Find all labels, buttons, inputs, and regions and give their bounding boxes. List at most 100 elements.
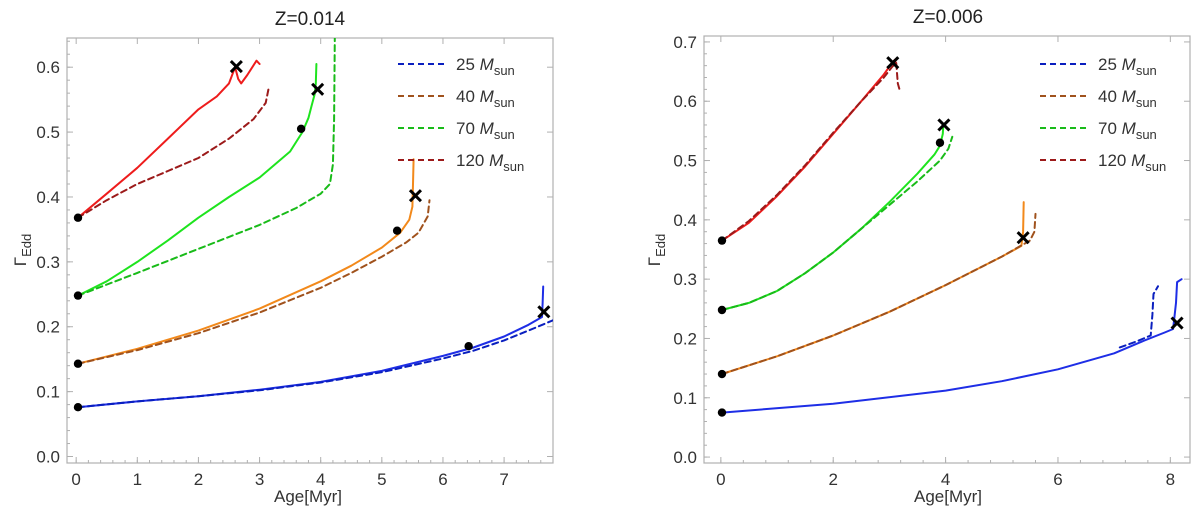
y-tick-label: 0.4 [673, 211, 697, 230]
y-axis-label-sub: Edd [653, 234, 668, 257]
x-tick-label: 4 [941, 470, 950, 489]
legend-unit: M [480, 87, 495, 106]
chart-title: Z=0.006 [913, 7, 983, 28]
legend-label: 25 Msun [456, 55, 515, 78]
marker-dot [717, 305, 727, 315]
y-tick-label: 0.2 [673, 329, 697, 348]
marker-cross [937, 118, 951, 132]
legend-unit-sub: sun [494, 95, 515, 110]
y-axis-label-sub: Edd [19, 234, 34, 257]
x-axis-label: Age[Myr] [274, 487, 342, 506]
marker-dot [717, 236, 727, 245]
series-line [77, 319, 553, 409]
series-line [77, 38, 336, 297]
marker-dot [296, 124, 306, 134]
legend-label: 40 Msun [456, 87, 515, 110]
legend-mass: 70 [1098, 119, 1122, 138]
y-tick-label: 0.5 [36, 123, 60, 142]
series-line [77, 63, 318, 297]
x-tick-label: 5 [377, 470, 386, 489]
marker-dot [717, 408, 727, 417]
chart-panel-z0014: Z=0.014 0 1 2 3 4 5 6 7 0.0 0.1 0.2 0.3 0.4 0.5 0.6 Age[… [11, 9, 554, 506]
series-line [1118, 285, 1159, 349]
legend-label: 70 Msun [1098, 119, 1157, 142]
legend-unit: M [1122, 55, 1137, 74]
marker-dot [73, 213, 83, 222]
marker-cross [408, 189, 423, 203]
x-tick-label: 7 [499, 470, 508, 489]
legend-mass: 70 [456, 119, 480, 138]
y-axis-label-main: Γ [11, 257, 30, 266]
legend-unit: M [1122, 119, 1137, 138]
legend-mass: 120 [1098, 151, 1131, 170]
series-line [721, 212, 1037, 375]
series-line [721, 278, 1183, 414]
legend-label: 120 Msun [456, 151, 524, 174]
marker-dot [73, 402, 83, 412]
marker-dot [73, 359, 83, 368]
legend-mass: 25 [456, 55, 480, 74]
series-line [721, 61, 901, 242]
marker-cross [1170, 316, 1184, 330]
x-tick-label: 0 [716, 470, 725, 489]
y-tick-label: 0.7 [673, 33, 697, 52]
x-tick-label: 2 [828, 470, 837, 489]
x-tick-label: 2 [194, 470, 203, 489]
y-axis-label: ΓEdd [11, 234, 34, 267]
legend-label: 70 Msun [456, 119, 515, 142]
marker-dot [717, 369, 727, 379]
y-tick-label: 0.1 [36, 383, 60, 402]
legend-mass: 120 [456, 151, 489, 170]
chart-panel-z0006: Z=0.006 0 2 4 6 8 0.0 0.1 0.2 0.3 0.4 0.5 0.6 0.7 Age[… [645, 7, 1191, 506]
y-tick-label: 0.3 [36, 253, 60, 272]
legend-unit: M [480, 119, 495, 138]
legend-mass: 25 [1098, 55, 1122, 74]
y-tick-label: 0.2 [36, 318, 60, 337]
legend-unit-sub: sun [1136, 127, 1157, 142]
legend-unit: M [480, 55, 495, 74]
series-group [721, 58, 1183, 414]
legend-unit-sub: sun [1136, 63, 1157, 78]
legend-label: 120 Msun [1098, 151, 1166, 174]
legend-unit-sub: sun [494, 127, 515, 142]
series-line [721, 201, 1025, 375]
marker-cross [1016, 231, 1030, 245]
x-tick-label: 6 [1053, 470, 1062, 489]
legend-label: 25 Msun [1098, 55, 1157, 78]
y-tick-label: 0.1 [673, 389, 697, 408]
series-line [77, 87, 270, 219]
x-tick-label: 1 [133, 470, 142, 489]
y-tick-label: 0.4 [36, 188, 60, 207]
legend-unit-sub: sun [1145, 159, 1166, 174]
marker-cross [311, 82, 325, 96]
legend-unit-sub: sun [494, 63, 515, 78]
legend-mass: 40 [1098, 87, 1122, 106]
series-line [77, 59, 261, 219]
marker-cross [229, 59, 243, 74]
legend-unit-sub: sun [1136, 95, 1157, 110]
plot-frame [703, 35, 1191, 464]
series-line [721, 135, 954, 311]
x-tick-label: 6 [438, 470, 447, 489]
plot-frame [66, 37, 554, 464]
marker-cross [537, 305, 551, 319]
legend-unit: M [1131, 151, 1146, 170]
y-tick-label: 0.3 [673, 270, 697, 289]
y-tick-label: 0.5 [673, 152, 697, 171]
x-tick-label: 0 [71, 470, 80, 489]
y-tick-label: 0.0 [36, 448, 60, 467]
x-tick-label: 3 [255, 470, 264, 489]
series-line [721, 58, 898, 242]
marker-dot [935, 138, 945, 147]
y-tick-label: 0.6 [36, 58, 60, 77]
legend-unit: M [489, 151, 504, 170]
x-tick-label: 8 [1166, 470, 1175, 489]
y-tick-label: 0.0 [673, 448, 697, 467]
marker-dot [73, 291, 83, 300]
legend-label: 40 Msun [1098, 87, 1157, 110]
y-axis-label: ΓEdd [645, 234, 668, 267]
x-axis-label: Age[Myr] [914, 487, 982, 506]
marker-cross [886, 56, 900, 70]
